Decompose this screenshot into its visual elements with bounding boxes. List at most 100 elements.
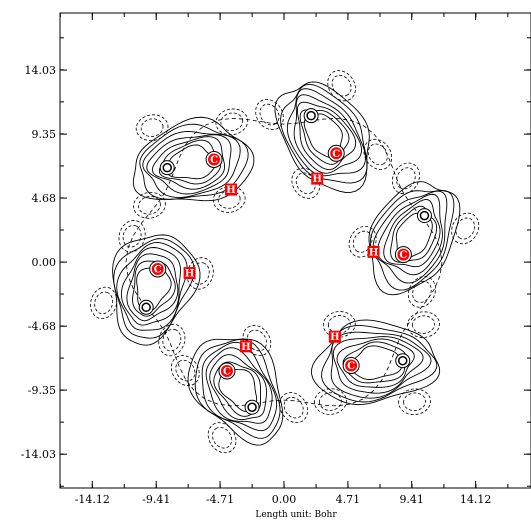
- carbon-atom-label: C: [154, 264, 162, 275]
- outer-dashed-contour: [125, 117, 443, 407]
- dashed-contour: [398, 388, 431, 416]
- dashed-contour: [314, 388, 347, 415]
- hydrogen-atom-label: H: [330, 332, 339, 343]
- carbon-atom-label: C: [332, 149, 340, 160]
- x-axis-title: Length unit: Bohr: [255, 510, 337, 520]
- solid-contour: [209, 354, 268, 421]
- solid-contour: [205, 347, 273, 424]
- carbon-atom-label: C: [399, 250, 407, 261]
- dashed-contour: [133, 192, 166, 219]
- solid-contour: [158, 139, 222, 185]
- solid-contour: [293, 94, 362, 174]
- carbon-atom-label: C: [223, 366, 231, 377]
- hydrogen-atom-label: H: [241, 342, 250, 353]
- solid-contour: [274, 81, 370, 193]
- solid-contour: [151, 136, 226, 190]
- solid-contour: [142, 131, 241, 198]
- dashed-contour: [175, 359, 196, 382]
- solid-contour: [280, 83, 368, 184]
- solid-contour: [139, 123, 249, 200]
- partner-atom-core: [162, 162, 172, 173]
- x-tick-label: 9.41: [399, 493, 424, 506]
- y-axis-ticks: 14.03 9.35 4.68 0.00 -4.68 -9.35 -14.03: [21, 37, 531, 487]
- contour-lines: [90, 70, 480, 454]
- y-tick-label: 0.00: [32, 256, 57, 269]
- partner-atom-core: [141, 302, 151, 313]
- dashed-contour: [255, 99, 284, 131]
- solid-contour: [113, 238, 195, 339]
- dashed-contour: [162, 328, 182, 352]
- carbon-atom-label: C: [210, 155, 218, 166]
- solid-contour: [146, 134, 232, 195]
- dashed-contour: [327, 70, 356, 102]
- partner-atom-core: [306, 110, 316, 121]
- solid-contour: [120, 247, 181, 326]
- dashed-contour: [455, 217, 475, 240]
- dashed-contour: [451, 212, 480, 245]
- partner-atom-core: [419, 210, 430, 221]
- y-tick-label: -4.68: [28, 320, 56, 333]
- solid-contour: [332, 336, 424, 394]
- x-tick-label: -4.71: [206, 493, 234, 506]
- carbon-atom-marker: [345, 359, 358, 372]
- x-tick-label: -9.41: [142, 493, 170, 506]
- fragment-contours: [171, 325, 308, 454]
- solid-contour: [132, 260, 176, 317]
- solid-contour: [330, 331, 432, 399]
- dashed-contour: [135, 114, 169, 142]
- dashed-contour: [207, 422, 237, 454]
- y-tick-label: 14.03: [25, 64, 57, 77]
- dashed-contour: [363, 138, 393, 170]
- solid-contour: [187, 338, 284, 446]
- y-tick-label: 9.35: [32, 128, 57, 141]
- dashed-contour: [215, 108, 249, 136]
- hydrogen-atom-marker: [311, 172, 324, 185]
- dashed-contour: [212, 426, 233, 449]
- solid-contour: [336, 338, 415, 388]
- dashed-contour: [331, 74, 352, 97]
- dashed-contour: [90, 286, 118, 320]
- dashed-contour: [367, 143, 388, 166]
- carbon-atom-marker: [151, 262, 164, 275]
- x-axis-ticks: -14.12 -9.41 -4.71 0.00 4.71 9.41 14.12: [59, 13, 509, 506]
- solid-contour: [321, 325, 438, 403]
- hydrogen-atom-marker: [183, 267, 196, 280]
- x-tick-label: -14.12: [75, 493, 110, 506]
- dashed-contour: [407, 276, 436, 308]
- dashed-contour: [412, 315, 435, 334]
- solid-contour: [132, 116, 255, 202]
- dashed-contour: [171, 355, 200, 387]
- fragment-contours: [255, 70, 393, 199]
- dashed-contour: [396, 167, 416, 190]
- y-tick-label: -14.03: [21, 448, 56, 461]
- x-tick-label: 0.00: [272, 493, 297, 506]
- dashed-contour: [283, 396, 304, 419]
- solid-contour: [126, 253, 179, 322]
- y-tick-label: 4.68: [32, 192, 57, 205]
- fragment-contours: [348, 162, 480, 308]
- dashed-contour: [319, 392, 342, 411]
- dashed-contour: [407, 311, 440, 338]
- dashed-contour: [118, 220, 146, 253]
- hydrogen-atom-label: H: [185, 269, 194, 280]
- hydrogen-atom-label: H: [369, 247, 378, 258]
- hydrogen-atom-label: H: [312, 174, 321, 185]
- dashed-contour: [403, 392, 426, 411]
- dashed-contour: [220, 112, 244, 132]
- dashed-contour: [94, 291, 114, 315]
- solid-contour: [311, 319, 441, 406]
- partner-atom-core: [247, 402, 257, 412]
- dashed-contour: [279, 392, 308, 424]
- carbon-atom-marker: [208, 153, 221, 166]
- dashed-contour: [391, 162, 420, 195]
- carbon-atom-marker: [397, 248, 410, 261]
- hydrogen-atom-marker: [367, 245, 380, 258]
- fragment-contours: [90, 220, 214, 357]
- hydrogen-atom-marker: [239, 340, 252, 353]
- atom-markers: C H C H C H C H C H C H: [138, 108, 432, 415]
- solid-contour: [112, 234, 201, 346]
- carbon-atom-marker: [330, 147, 343, 160]
- fragment-contours: [132, 108, 255, 219]
- x-tick-label: 14.12: [460, 493, 492, 506]
